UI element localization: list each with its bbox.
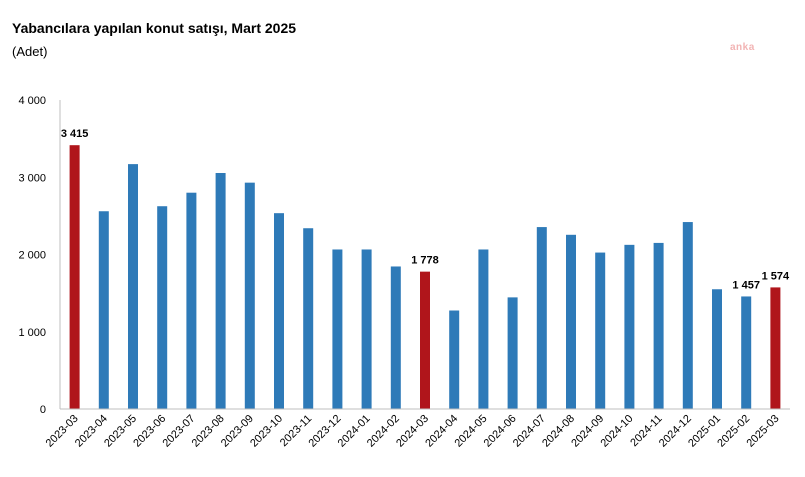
y-tick-label: 2 000 (18, 250, 46, 262)
y-axis: 0 1 000 2 000 3 000 4 000 (18, 95, 61, 416)
y-tick-label: 1 000 (18, 327, 46, 339)
x-axis: 2023-032023-042023-052023-062023-072023-… (44, 408, 790, 450)
y-tick-label: 3 000 (18, 172, 46, 184)
bar-2024-06 (507, 297, 518, 409)
bar-2024-05 (478, 249, 489, 409)
bar-2023-08 (215, 173, 226, 409)
data-label-2024-03: 1 778 (411, 255, 439, 267)
bar-2023-03 (69, 145, 80, 409)
bar-2024-03 (420, 271, 430, 409)
bar-2024-11 (653, 242, 664, 409)
bar-2024-07 (536, 227, 547, 409)
bar-2023-04 (98, 211, 109, 409)
bar-2023-11 (303, 228, 314, 409)
bar-2025-02 (741, 296, 752, 409)
x-tick-label: 2024-10 (598, 413, 635, 450)
bar-2025-01 (712, 289, 722, 409)
bar-2024-08 (566, 234, 576, 409)
watermark-logo: anka (730, 42, 755, 53)
bar-2024-09 (595, 252, 606, 409)
bar-2024-01 (361, 249, 372, 409)
bar-2024-12 (682, 222, 693, 409)
bar-2024-04 (449, 310, 460, 409)
bar-2025-03 (770, 287, 781, 409)
data-label-2025-02: 1 457 (732, 279, 760, 291)
bar-2024-10 (624, 244, 635, 409)
bars (69, 145, 781, 409)
chart-subtitle: (Adet) (12, 44, 48, 59)
bar-2023-05 (128, 164, 138, 409)
y-tick-label: 4 000 (18, 95, 46, 107)
x-tick-label: 2023-10 (248, 413, 285, 450)
x-tick-label: 2025-03 (744, 413, 781, 450)
bar-2023-10 (274, 213, 284, 409)
bar-2023-06 (157, 206, 168, 409)
data-label-2025-03: 1 574 (762, 270, 790, 282)
bar-2023-07 (186, 192, 197, 409)
y-tick-label: 0 (40, 404, 46, 416)
data-label-2023-03: 3 415 (61, 128, 89, 140)
bar-2023-09 (244, 182, 255, 409)
bar-2024-02 (390, 266, 401, 409)
chart-title: Yabancılara yapılan konut satışı, Mart 2… (12, 20, 297, 36)
bar-2023-12 (332, 249, 343, 409)
